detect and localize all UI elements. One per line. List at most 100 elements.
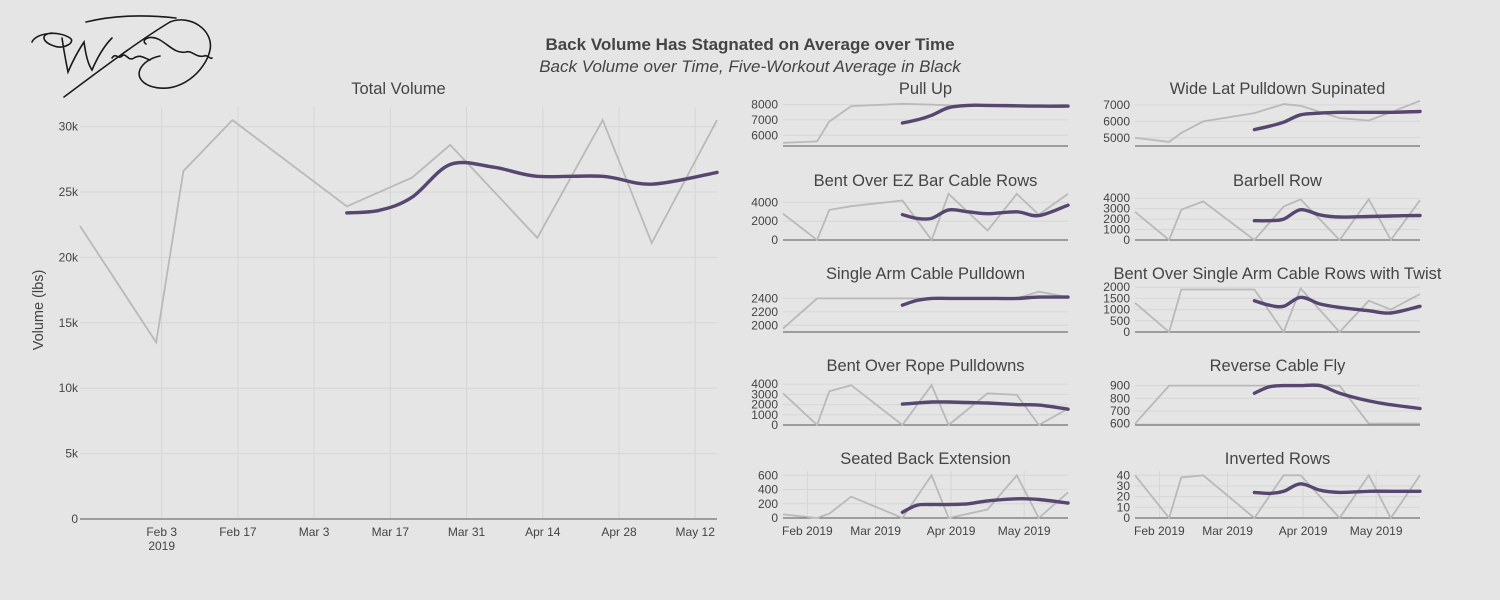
y-tick-label: 2000 <box>751 398 778 412</box>
five-workout-average-line <box>900 295 1070 307</box>
y-tick-label: 40 <box>1117 468 1131 482</box>
y-tick-label: 30 <box>1117 479 1131 493</box>
raw-volume-line <box>1134 197 1421 242</box>
panel-title: Reverse Cable Fly <box>1210 357 1346 375</box>
panel-title: Barbell Row <box>1233 172 1322 190</box>
raw-volume-line <box>1134 99 1421 143</box>
y-axis-label: Volume (lbs) <box>31 270 47 351</box>
x-tick-label: Mar 3 <box>299 525 330 539</box>
y-tick-label: 600 <box>1110 417 1130 431</box>
y-tick-label: 2200 <box>751 305 778 319</box>
panel-title: Bent Over EZ Bar Cable Rows <box>814 172 1038 190</box>
y-tick-label: 10k <box>59 381 79 395</box>
x-tick-label: Feb 2019 <box>1134 524 1185 538</box>
y-tick-label: 1500 <box>1103 291 1130 305</box>
x-tick-label-year: 2019 <box>148 539 175 553</box>
y-tick-label: 2000 <box>1103 280 1130 294</box>
panel-title: Bent Over Rope Pulldowns <box>826 357 1024 375</box>
y-tick-label: 4000 <box>751 377 778 391</box>
y-tick-label: 200 <box>758 497 778 511</box>
y-tick-label: 5000 <box>1103 131 1130 145</box>
y-tick-label: 0 <box>771 418 778 432</box>
x-tick-label: Feb 3 <box>146 525 177 539</box>
y-tick-label: 1000 <box>1103 303 1130 317</box>
signature-logo <box>31 15 213 98</box>
y-tick-label: 3000 <box>751 387 778 401</box>
five-workout-average-line <box>1252 295 1422 315</box>
y-tick-label: 15k <box>59 316 79 330</box>
panel-title: Pull Up <box>899 80 952 98</box>
five-workout-average-line <box>1252 383 1422 411</box>
y-tick-label: 4000 <box>1103 191 1130 205</box>
panel-4: Bent Over EZ Bar Cable Rows 0 2000 4000 <box>751 172 1070 247</box>
x-tick-label: Mar 2019 <box>1202 524 1253 538</box>
x-tick-label: Mar 31 <box>448 525 486 539</box>
y-tick-label: 1000 <box>1103 223 1130 237</box>
x-tick-label: Apr 2019 <box>1279 524 1328 538</box>
y-tick-label: 3000 <box>1103 202 1130 216</box>
y-tick-label: 20 <box>1117 490 1131 504</box>
x-tick-label: Apr 14 <box>525 525 561 539</box>
y-tick-label: 7000 <box>751 113 778 127</box>
y-tick-label: 20k <box>59 250 79 264</box>
panel-title: Wide Lat Pulldown Supinated <box>1170 80 1386 98</box>
x-tick-label: May 2019 <box>1350 524 1403 538</box>
y-tick-label: 4000 <box>751 195 778 209</box>
panel-title: Inverted Rows <box>1225 450 1330 468</box>
x-tick-label: May 2019 <box>998 524 1051 538</box>
panel-8: Bent Over Rope Pulldowns 0100020003000400… <box>751 357 1070 432</box>
y-tick-label: 2000 <box>751 214 778 228</box>
raw-volume-line <box>782 192 1069 242</box>
y-tick-label: 2000 <box>751 318 778 332</box>
x-tick-label: Mar 17 <box>372 525 410 539</box>
five-workout-average-line <box>900 103 1070 125</box>
y-tick-label: 8000 <box>751 98 778 112</box>
x-tick-label: May 12 <box>676 525 716 539</box>
five-workout-average-line <box>900 496 1070 514</box>
y-tick-label: 0 <box>1123 233 1130 247</box>
y-tick-label: 400 <box>758 483 778 497</box>
y-tick-label: 2000 <box>1103 212 1130 226</box>
y-tick-label: 700 <box>1110 404 1130 418</box>
panel-3: Wide Lat Pulldown Supinated 5000 6000 7000 <box>1103 80 1422 147</box>
y-tick-label: 2400 <box>751 291 778 305</box>
panel-title: Seated Back Extension <box>840 450 1011 468</box>
panel-7: Bent Over Single Arm Cable Rows with Twi… <box>1103 265 1442 339</box>
raw-volume-line <box>79 118 718 345</box>
y-tick-label: 600 <box>758 468 778 482</box>
y-tick-label: 25k <box>59 185 79 199</box>
y-tick-label: 800 <box>1110 391 1130 405</box>
five-workout-average-line <box>1252 207 1422 223</box>
x-tick-label: Apr 2019 <box>927 524 976 538</box>
y-tick-label: 30k <box>59 120 79 134</box>
five-workout-average-line <box>345 160 719 215</box>
y-tick-label: 900 <box>1110 379 1130 393</box>
chart-subtitle: Back Volume over Time, Five-Workout Aver… <box>539 57 962 76</box>
y-tick-label: 6000 <box>1103 114 1130 128</box>
y-tick-label: 0 <box>1123 325 1130 339</box>
five-workout-average-line <box>900 400 1070 411</box>
chart-title: Back Volume Has Stagnated on Average ove… <box>545 35 954 54</box>
five-workout-average-line <box>900 203 1070 221</box>
y-tick-label: 0 <box>771 511 778 525</box>
x-tick-label: Mar 2019 <box>850 524 901 538</box>
y-tick-label: 0 <box>771 233 778 247</box>
panel-title: Single Arm Cable Pulldown <box>826 265 1025 283</box>
panel-title: Total Volume <box>351 80 445 98</box>
panel-title: Bent Over Single Arm Cable Rows with Twi… <box>1114 265 1442 283</box>
y-tick-label: 0 <box>1123 511 1130 525</box>
y-tick-label: 6000 <box>751 128 778 142</box>
y-tick-label: 0 <box>71 512 78 526</box>
raw-volume-line <box>782 473 1069 520</box>
five-workout-average-line <box>1252 109 1422 132</box>
